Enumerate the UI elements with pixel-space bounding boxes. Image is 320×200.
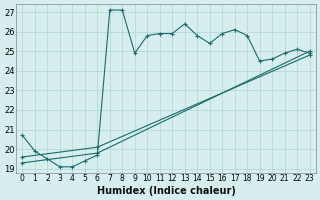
X-axis label: Humidex (Indice chaleur): Humidex (Indice chaleur): [97, 186, 236, 196]
